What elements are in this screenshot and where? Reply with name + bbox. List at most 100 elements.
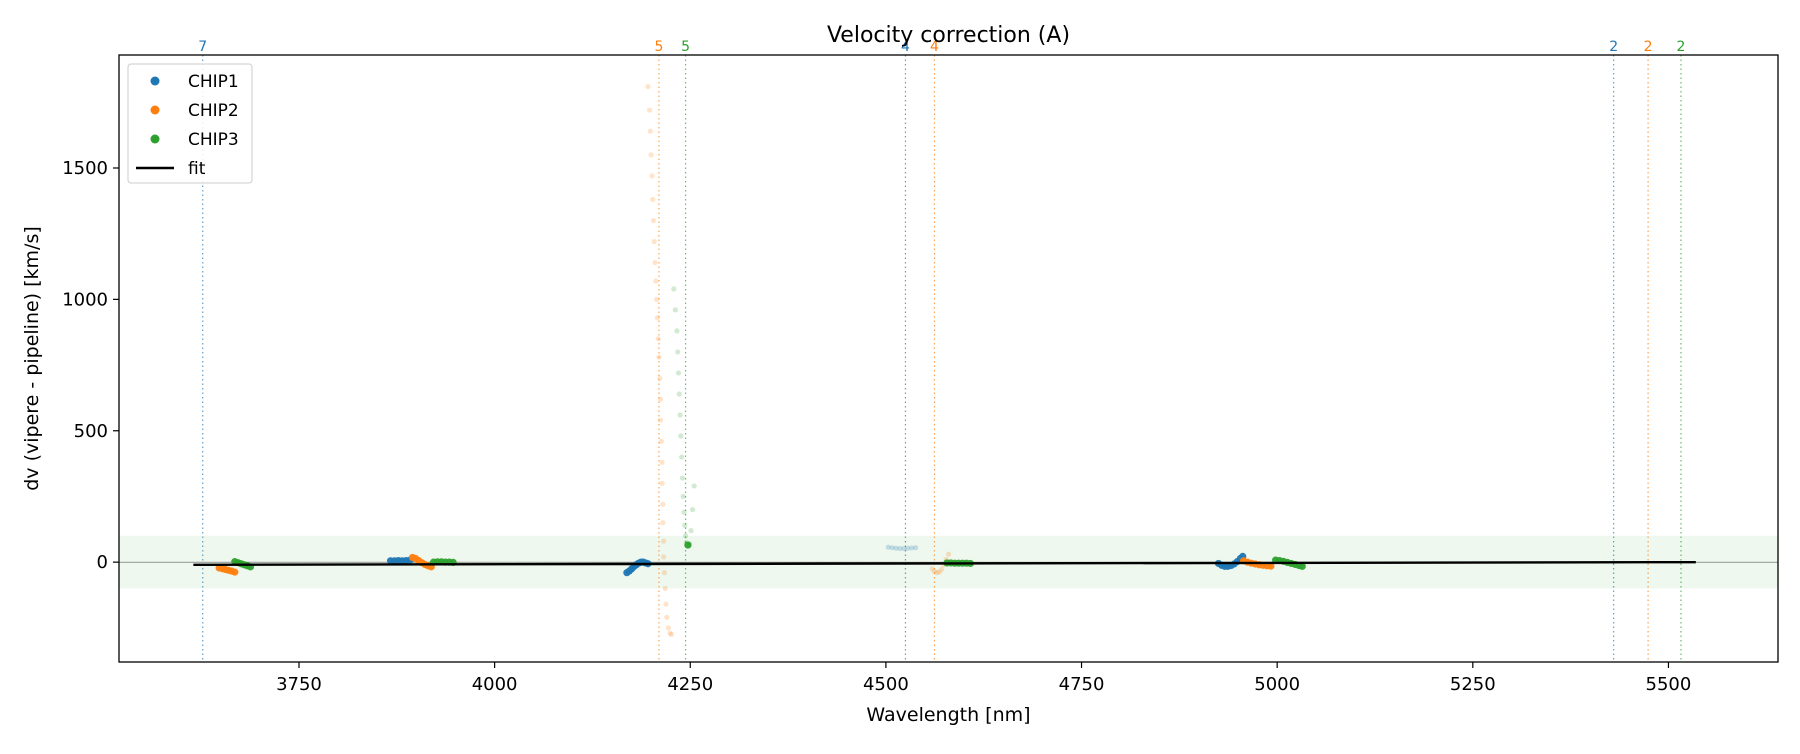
order-marker-label: 4: [930, 39, 939, 55]
data-point: [647, 128, 653, 134]
data-point: [676, 391, 682, 397]
legend-dot-swatch: [150, 76, 160, 86]
data-point: [672, 307, 678, 313]
data-point: [662, 585, 668, 592]
data-point: [658, 438, 664, 444]
data-point: [691, 483, 697, 489]
data-point: [661, 570, 668, 576]
data-point: [901, 545, 907, 552]
data-point: [681, 509, 687, 515]
legend-label: fit: [188, 159, 206, 179]
data-point: [936, 569, 942, 575]
legend-label: CHIP3: [188, 130, 239, 150]
x-tick-label: 5250: [1450, 674, 1496, 695]
order-marker-label: 2: [1609, 39, 1618, 55]
data-point: [938, 566, 945, 573]
data-point: [656, 354, 662, 360]
data-point: [684, 541, 692, 549]
data-point: [909, 545, 915, 551]
data-point: [663, 601, 669, 607]
data-point: [671, 286, 677, 292]
fit-line-layer: [193, 560, 1696, 566]
data-point: [677, 412, 683, 418]
data-point: [657, 417, 664, 423]
data-point: [1267, 562, 1275, 570]
data-point: [905, 545, 911, 551]
legend-dot-swatch: [150, 105, 160, 115]
x-tick-label: 4750: [1059, 674, 1105, 695]
order-marker-layer: 7 5 5 4 4 2 2 2: [198, 39, 1685, 662]
y-axis: 0 500 1000 1500: [62, 158, 119, 573]
y-tick-label: 0: [97, 552, 108, 573]
x-tick-label: 5000: [1254, 674, 1300, 695]
x-tick-label: 4500: [863, 674, 909, 695]
y-tick-label: 1500: [62, 158, 108, 179]
data-point: [885, 544, 891, 550]
data-point: [659, 459, 665, 465]
data-point: [945, 551, 952, 557]
data-point: [897, 545, 903, 552]
data-point: [661, 554, 667, 560]
data-point: [674, 328, 680, 334]
data-point: [660, 501, 666, 507]
data-point: [931, 568, 938, 574]
data-point: [652, 259, 658, 266]
x-axis-label: Wavelength [nm]: [866, 704, 1030, 726]
legend: CHIP1 CHIP2 CHIP3 fit: [127, 63, 253, 184]
data-point: [1298, 562, 1306, 570]
data-point: [659, 480, 665, 486]
order-marker-label: 5: [681, 39, 690, 55]
order-marker-label: 4: [901, 39, 910, 55]
data-point: [664, 614, 670, 620]
y-tick-label: 1000: [62, 289, 108, 310]
data-point: [231, 568, 239, 576]
data-point: [651, 238, 657, 245]
order-marker-label: 2: [1677, 39, 1686, 55]
order-marker-label: 5: [654, 39, 663, 55]
plot-frame: [118, 54, 1779, 663]
data-point: [657, 375, 663, 381]
data-point: [646, 107, 653, 113]
data-point: [668, 631, 675, 638]
data-point: [660, 520, 666, 526]
data-point: [657, 396, 664, 402]
data-point: [645, 83, 651, 90]
x-tick-label: 4250: [667, 674, 713, 695]
data-point: [655, 336, 661, 342]
legend-dot-swatch: [150, 134, 160, 144]
data-point: [650, 217, 657, 224]
y-axis-label: dv (vipere - pipeline) [km/s]: [21, 226, 43, 491]
data-point: [688, 528, 694, 534]
data-point: [913, 545, 919, 551]
data-point: [675, 370, 682, 376]
data-point: [648, 152, 654, 158]
legend-label: CHIP2: [188, 101, 239, 121]
x-tick-label: 4000: [472, 674, 518, 695]
x-tick-label: 3750: [276, 674, 322, 695]
data-point: [654, 315, 660, 321]
data-point: [678, 433, 684, 439]
data-point: [667, 630, 673, 636]
data-point: [679, 475, 686, 481]
data-point: [680, 493, 686, 500]
data-point: [682, 533, 689, 539]
data-point: [682, 522, 688, 528]
legend-box: [127, 63, 253, 184]
data-point: [690, 506, 696, 513]
legend-label: CHIP1: [188, 72, 239, 92]
y-tick-label: 500: [74, 421, 108, 442]
chart-title: Velocity correction (A): [827, 23, 1070, 48]
order-marker-label: 7: [198, 39, 207, 55]
data-point: [665, 625, 671, 631]
order-marker-label: 2: [1644, 39, 1653, 55]
data-point: [653, 278, 659, 284]
fit-line: [193, 560, 1696, 566]
data-point: [686, 541, 693, 547]
data-point: [929, 566, 935, 572]
data-point: [654, 296, 660, 302]
data-point: [661, 538, 667, 544]
data-point: [893, 545, 899, 551]
data-point: [650, 196, 656, 203]
